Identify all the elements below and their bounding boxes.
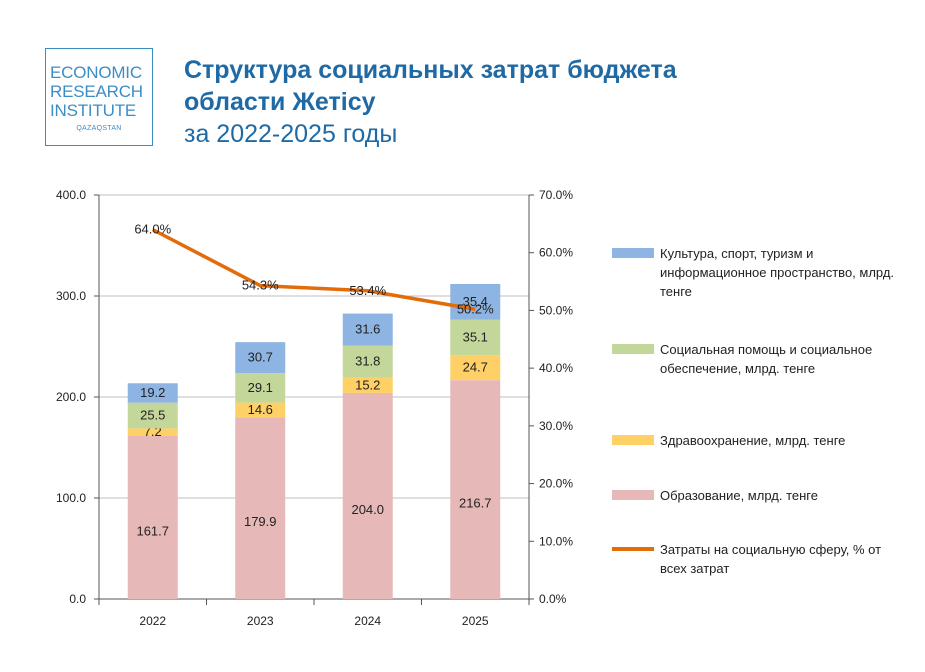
- y-right-tick-label: 10.0%: [539, 534, 573, 548]
- legend-swatch-education: [612, 490, 654, 500]
- y-right-tick-label: 0.0%: [539, 592, 567, 606]
- x-tick-label: 2023: [247, 614, 274, 628]
- bar-health: [450, 355, 501, 381]
- legend-label-line: Затраты на социальную сферу, % от всех з…: [660, 542, 882, 576]
- legend-swatch-health: [612, 435, 654, 445]
- y-right-tick-label: 40.0%: [539, 361, 573, 375]
- bar-label-education: 179.9: [244, 514, 277, 529]
- bar-culture: [450, 283, 501, 320]
- x-tick-label: 2025: [462, 614, 489, 628]
- bar-social: [342, 345, 393, 378]
- bar-label-health: 24.7: [463, 360, 488, 375]
- x-tick-label: 2022: [139, 614, 166, 628]
- y-left-tick-label: 400.0: [56, 188, 86, 202]
- bar-education: [235, 417, 286, 599]
- bar-label-education: 204.0: [351, 502, 384, 517]
- logo-line-3: INSTITUTE: [50, 101, 137, 120]
- bar-label-health: 15.2: [355, 377, 380, 392]
- bar-label-culture: 31.6: [355, 322, 380, 337]
- bar-label-health: 14.6: [248, 402, 273, 417]
- legend-item-education: Образование, млрд. тенге: [612, 486, 905, 505]
- bar-label-social: 35.1: [463, 329, 488, 344]
- legend-item-culture: Культура, спорт, туризм и информационное…: [612, 244, 905, 301]
- legend-item-line: Затраты на социальную сферу, % от всех з…: [612, 540, 905, 578]
- bar-label-education: 161.7: [136, 523, 169, 538]
- bar-social: [235, 373, 286, 403]
- logo: ECONOMIC RESEARCH INSTITUTE QAZAQSTAN: [45, 48, 153, 146]
- logo-line-1: ECONOMIC: [50, 63, 142, 82]
- bar-label-culture: 35.4: [463, 294, 488, 309]
- legend-swatch-social: [612, 344, 654, 354]
- bar-education: [127, 435, 178, 599]
- bar-health: [127, 428, 178, 436]
- y-right-tick-label: 70.0%: [539, 188, 573, 202]
- y-left-tick-label: 200.0: [56, 390, 86, 404]
- legend-item-social: Социальная помощь и социальное обеспечен…: [612, 340, 905, 378]
- legend-item-health: Здравоохранение, млрд. тенге: [612, 431, 905, 450]
- bar-label-social: 29.1: [248, 380, 273, 395]
- bar-label-culture: 30.7: [248, 350, 273, 365]
- y-left-tick-label: 0.0: [69, 592, 86, 606]
- bar-label-education: 216.7: [459, 496, 492, 511]
- bar-culture: [342, 313, 393, 346]
- line-point-label: 54.3%: [242, 278, 279, 293]
- bar-culture: [127, 383, 178, 403]
- title-line-2: области Жетісу: [184, 88, 376, 116]
- y-left-tick-label: 100.0: [56, 491, 86, 505]
- title-line-1: Структура социальных затрат бюджета: [184, 56, 677, 84]
- legend-swatch-line: [612, 547, 654, 551]
- x-tick-label: 2024: [354, 614, 381, 628]
- legend-label-social: Социальная помощь и социальное обеспечен…: [660, 342, 873, 376]
- y-right-tick-label: 20.0%: [539, 477, 573, 491]
- bar-label-culture: 19.2: [140, 385, 165, 400]
- bar-social: [127, 402, 178, 429]
- y-left-tick-label: 300.0: [56, 289, 86, 303]
- logo-line-2: RESEARCH: [50, 82, 143, 101]
- y-right-tick-label: 60.0%: [539, 246, 573, 260]
- logo-line-4: QAZAQSTAN: [76, 125, 122, 132]
- line-point-label: 53.4%: [349, 283, 386, 298]
- line-point-label: 64.0%: [134, 222, 171, 237]
- bar-health: [235, 402, 286, 418]
- bar-culture: [235, 342, 286, 374]
- bar-education: [450, 380, 501, 599]
- legend-label-education: Образование, млрд. тенге: [660, 488, 818, 503]
- legend-label-health: Здравоохранение, млрд. тенге: [660, 433, 846, 448]
- line-point-label: 50.2%: [457, 301, 494, 316]
- bar-education: [342, 392, 393, 599]
- bar-label-social: 25.5: [140, 408, 165, 423]
- bar-health: [342, 377, 393, 393]
- legend-label-culture: Культура, спорт, туризм и информационное…: [660, 246, 895, 299]
- y-right-tick-label: 50.0%: [539, 303, 573, 317]
- page-title: Структура социальных затрат бюджета обла…: [184, 54, 677, 150]
- title-subtitle: за 2022-2025 годы: [184, 120, 398, 148]
- line-social-share: [151, 228, 476, 311]
- bar-label-social: 31.8: [355, 354, 380, 369]
- y-right-tick-label: 30.0%: [539, 419, 573, 433]
- bar-social: [450, 319, 501, 356]
- legend-swatch-culture: [612, 248, 654, 258]
